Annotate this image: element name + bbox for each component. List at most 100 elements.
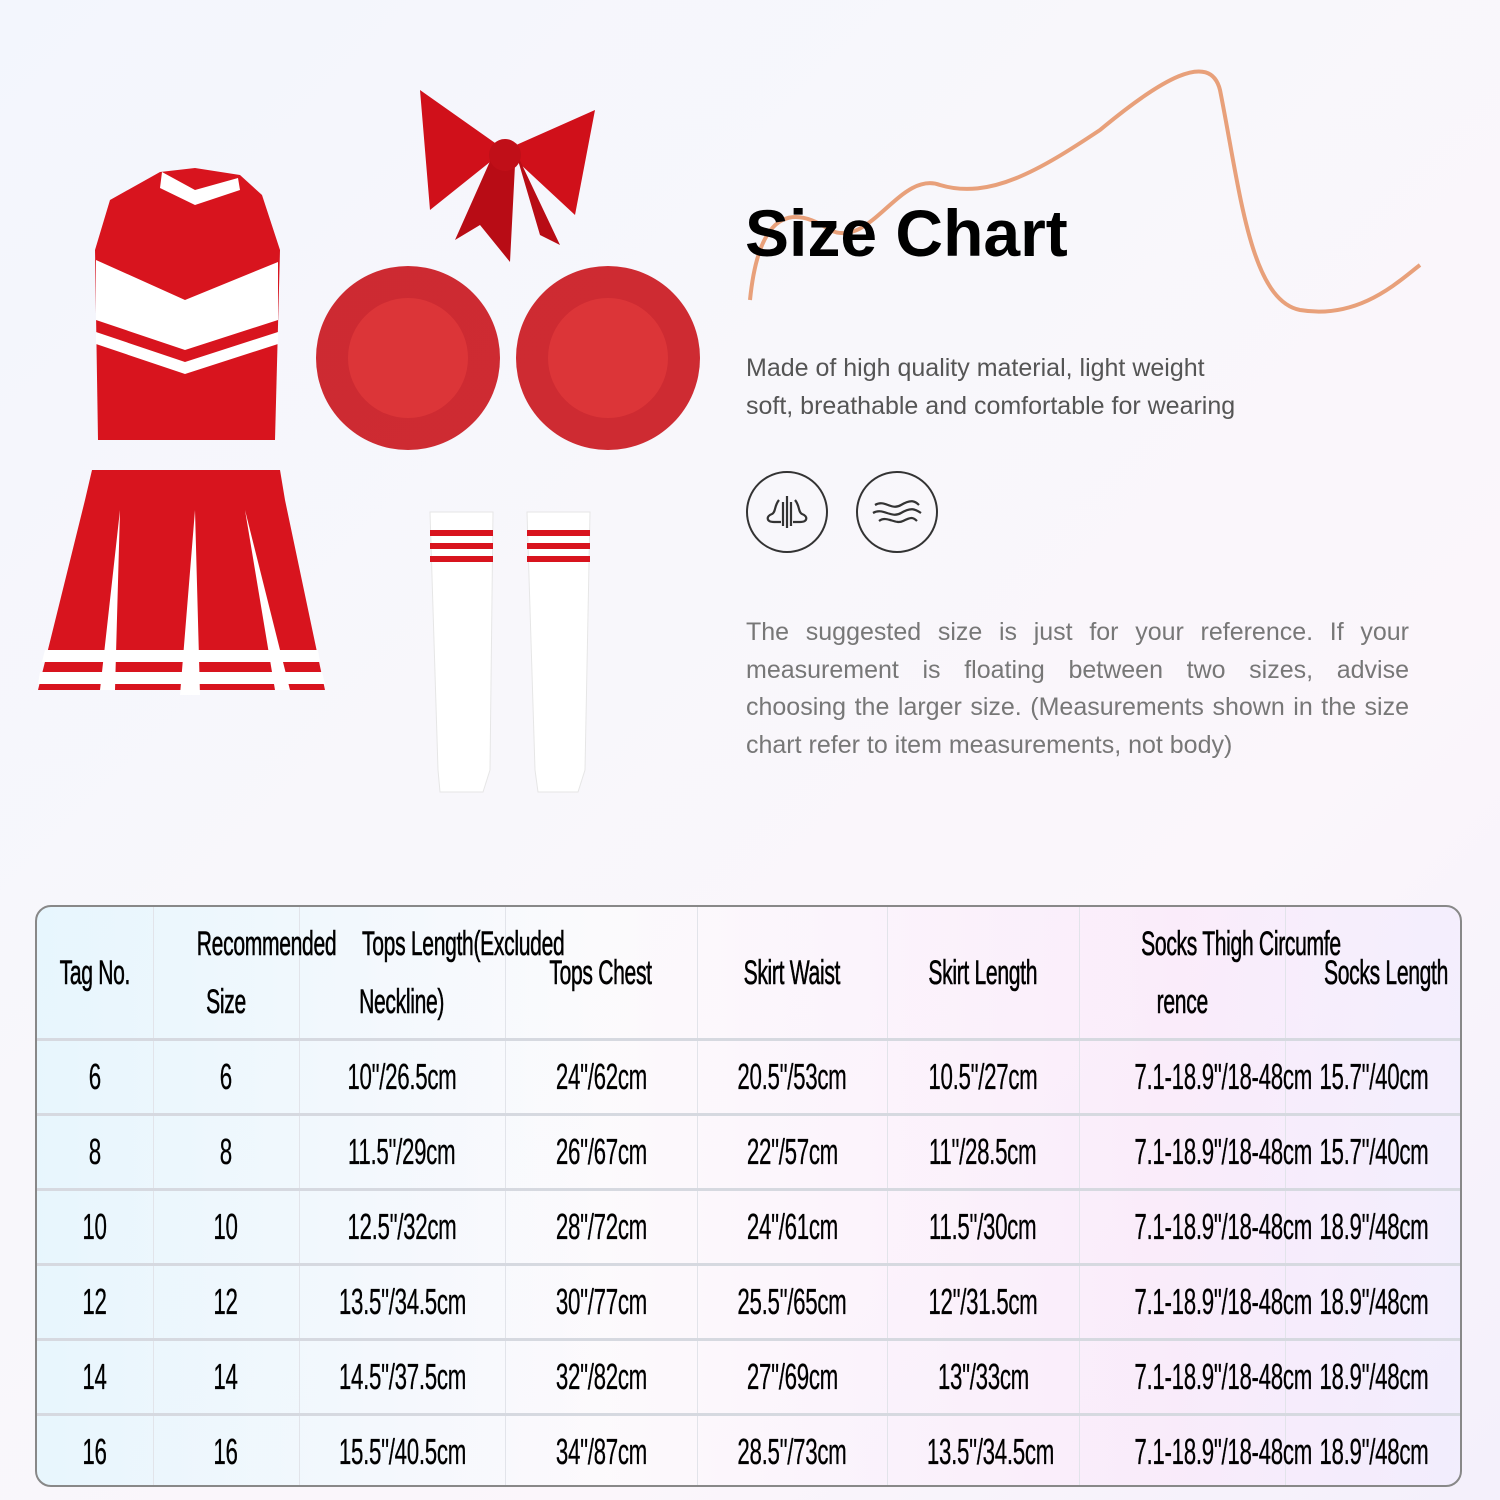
table-cell: 18.9"/48cm [1285, 1189, 1460, 1266]
cell-text: 34"/87cm [555, 1431, 647, 1472]
cell-text: 12 [82, 1281, 108, 1322]
table-cell: 10 [153, 1189, 300, 1266]
cell-text: 11"/28.5cm [929, 1131, 1037, 1172]
header-text: Socks Length [1323, 953, 1448, 992]
pom-poms [316, 266, 700, 450]
table-cell: 12 [37, 1264, 154, 1341]
cell-text: 7.1-18.9"/18-48cm [1133, 1356, 1312, 1397]
column-header: Recommended Size [153, 907, 336, 1041]
table-cell: 16 [153, 1414, 300, 1485]
table-cell: 30"/77cm [505, 1264, 698, 1341]
table-cell: 24"/61cm [697, 1189, 888, 1266]
table-cell: 14.5"/37.5cm [299, 1339, 506, 1416]
table-cell: 7.1-18.9"/18-48cm [1079, 1189, 1312, 1266]
cell-text: 7.1-18.9"/18-48cm [1133, 1131, 1312, 1172]
table-cell: 7.1-18.9"/18-48cm [1079, 1264, 1312, 1341]
cell-text: 7.1-18.9"/18-48cm [1133, 1431, 1312, 1472]
cell-text: 15.7"/40cm [1318, 1056, 1429, 1097]
description-line: soft, breathable and comfortable for wea… [746, 391, 1236, 420]
cell-text: 27"/69cm [746, 1356, 838, 1397]
decorative-curve [748, 69, 1422, 314]
table-cell: 8 [153, 1114, 300, 1191]
cheer-skirt [38, 470, 325, 695]
table-cell: 32"/82cm [505, 1339, 698, 1416]
cell-text: 24"/62cm [555, 1056, 647, 1097]
cell-text: 7.1-18.9"/18-48cm [1133, 1206, 1312, 1247]
cell-text: 7.1-18.9"/18-48cm [1133, 1056, 1312, 1097]
table-cell: 7.1-18.9"/18-48cm [1079, 1414, 1312, 1485]
hair-bow [420, 90, 595, 262]
cell-text: 12 [213, 1281, 239, 1322]
cell-text: 24"/61cm [746, 1206, 838, 1247]
product-illustration [38, 90, 700, 793]
cell-text: 28.5"/73cm [737, 1431, 847, 1472]
table-row: 10 10 12.5"/32cm 28"/72cm 24"/61cm 11.5"/30cm… [37, 1189, 1460, 1266]
header-text: Size [206, 982, 246, 1021]
table-cell: 18.9"/48cm [1285, 1415, 1460, 1486]
cell-text: 14 [213, 1356, 239, 1397]
table-cell: 7.1-18.9"/18-48cm [1079, 1039, 1312, 1116]
cell-text: 13"/33cm [937, 1356, 1029, 1397]
cell-text: 13.5"/34.5cm [338, 1281, 466, 1322]
column-header: Tops Length(Excluded Neckline) [299, 907, 564, 1041]
cell-text: 16 [213, 1431, 239, 1472]
table-cell: 16 [37, 1414, 154, 1485]
cell-text: 16 [82, 1431, 108, 1472]
header-text: Neckline) [359, 982, 445, 1021]
cell-text: 11.5"/29cm [348, 1131, 456, 1172]
cell-text: 11.5"/30cm [929, 1206, 1037, 1247]
table-row: 12 12 13.5"/34.5cm 30"/77cm 25.5"/65cm 12"/31… [37, 1264, 1460, 1341]
column-header: Socks Thigh Circumfe rence [1079, 907, 1341, 1041]
header-text: rence [1156, 982, 1208, 1021]
soft-wave-icon [856, 471, 938, 553]
cell-text: 14.5"/37.5cm [338, 1356, 466, 1397]
table-cell: 15.7"/40cm [1285, 1114, 1460, 1191]
table-cell: 8 [37, 1114, 154, 1191]
table-cell: 28"/72cm [505, 1189, 698, 1266]
table-row: 16 16 15.5"/40.5cm 34"/87cm 28.5"/73cm 13.5"/… [37, 1414, 1460, 1486]
table-cell: 13"/33cm [887, 1339, 1080, 1416]
cell-text: 32"/82cm [555, 1356, 647, 1397]
header-text: Skirt Waist [743, 953, 841, 992]
cell-text: 20.5"/53cm [737, 1056, 847, 1097]
cell-text: 18.9"/48cm [1318, 1356, 1429, 1397]
header-text: Skirt Length [928, 953, 1038, 992]
cell-text: 18.9"/48cm [1318, 1206, 1429, 1247]
table-cell: 11.5"/30cm [887, 1189, 1080, 1266]
page-title: Size Chart [745, 196, 1068, 270]
header-text: Socks Thigh Circumfe [1140, 924, 1341, 963]
table-cell: 34"/87cm [505, 1414, 698, 1485]
table-cell: 6 [37, 1039, 154, 1116]
table-row: 8 8 11.5"/29cm 26"/67cm 22"/57cm 11"/28.5cm 7.… [37, 1114, 1460, 1191]
cheer-top [95, 168, 280, 440]
table-cell: 15.5"/40.5cm [299, 1414, 506, 1485]
table-cell: 24"/62cm [505, 1039, 698, 1116]
column-header: Skirt Waist [697, 907, 888, 1041]
table-cell: 10"/26.5cm [299, 1039, 506, 1116]
size-note: The suggested size is just for your refe… [746, 618, 1409, 759]
breathable-icon [746, 471, 828, 553]
cell-text: 14 [82, 1356, 108, 1397]
cell-text: 7.1-18.9"/18-48cm [1133, 1281, 1312, 1322]
table-header-row: Tag No. Recommended Size Tops Length(Exclud… [37, 907, 1460, 1041]
table-cell: 27"/69cm [697, 1339, 888, 1416]
table-cell: 13.5"/34.5cm [299, 1264, 506, 1341]
cell-text: 26"/67cm [555, 1131, 647, 1172]
table-row: 14 14 14.5"/37.5cm 32"/82cm 27"/69cm 13"/33cm… [37, 1339, 1460, 1416]
column-header: Skirt Length [887, 907, 1080, 1041]
table-cell: 25.5"/65cm [697, 1264, 888, 1341]
table-cell: 10 [37, 1189, 154, 1266]
table-cell: 10.5"/27cm [887, 1039, 1080, 1116]
cell-text: 25.5"/65cm [737, 1281, 847, 1322]
column-header: Tag No. [37, 907, 154, 1041]
table-cell: 13.5"/34.5cm [887, 1414, 1080, 1485]
cell-text: 10 [82, 1206, 108, 1247]
table-cell: 12.5"/32cm [299, 1189, 506, 1266]
size-chart-table: Tag No. Recommended Size Tops Length(Exclud… [35, 905, 1462, 1487]
table-cell: 12"/31.5cm [887, 1264, 1080, 1341]
description-line: Made of high quality material, light wei… [746, 354, 1205, 382]
material-description: Made of high quality material, light wei… [746, 350, 1366, 425]
cell-text: 18.9"/48cm [1318, 1431, 1429, 1472]
header-text: Recommended [196, 924, 336, 963]
cell-text: 13.5"/34.5cm [926, 1431, 1054, 1472]
